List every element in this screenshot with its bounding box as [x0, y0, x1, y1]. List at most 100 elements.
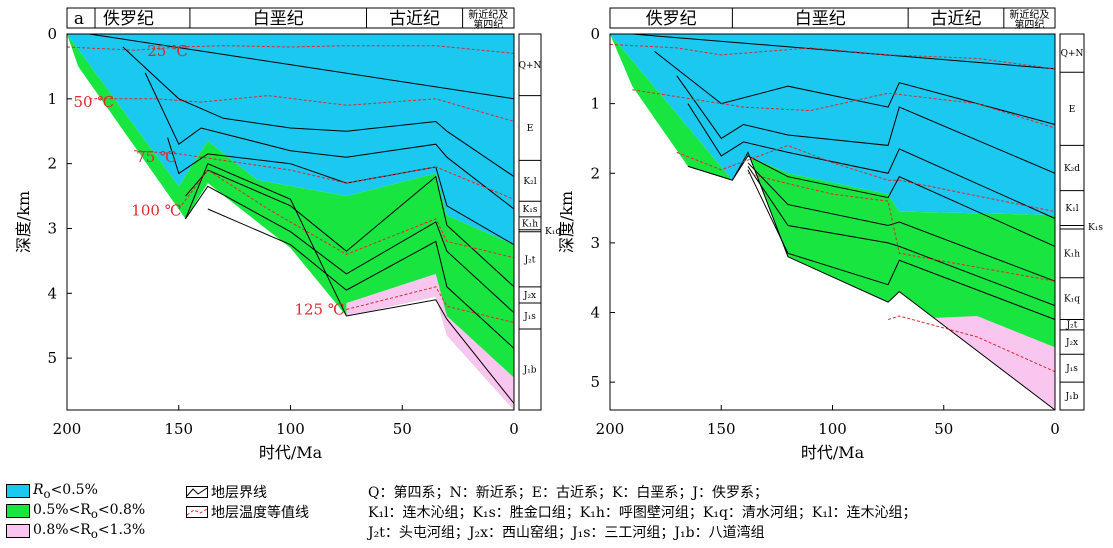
strata-column	[1059, 33, 1085, 411]
immature-zone-area	[610, 34, 1055, 215]
y-tick-label-3: 3	[590, 234, 600, 252]
era-label-2: 古近纪	[930, 9, 981, 29]
horizon-line-4	[687, 103, 1056, 219]
x-axis-label: 时代/Ma	[259, 443, 323, 462]
y-axis-label: 深度/km	[14, 191, 33, 253]
strata-label-6: K₁q	[1064, 295, 1080, 305]
y-tick-label-0: 0	[590, 25, 600, 43]
strata-label-5: K₁h	[1064, 249, 1080, 259]
strata-label-1: E	[527, 124, 534, 134]
strata-label-4: K₁h	[522, 219, 538, 229]
horizon-line-2	[122, 46, 515, 178]
legend-low-mature: 0.5%<Ro<0.8%	[6, 502, 145, 521]
isotherm-line-0	[609, 43, 1056, 70]
horizon-line-3	[676, 75, 1056, 174]
isotherm-line-1	[89, 95, 515, 122]
x-tick-label-3: 50	[393, 420, 412, 438]
horizon-line-9	[687, 151, 1056, 411]
horizon-line-1	[632, 33, 1056, 70]
horizon-line-5	[185, 169, 515, 288]
horizon-line-2	[654, 51, 1056, 125]
y-tick-label-1: 1	[590, 95, 600, 113]
isotherm-label-0: 25 ℃	[147, 42, 188, 60]
x-tick-label-0: 200	[596, 420, 625, 438]
abbreviation-line-2: K₁l：连木沁组；K₁s：胜金口组；K₁h：呼图壁河组；K₁q：清水河组；K₁l…	[368, 505, 917, 521]
era-label-3-b: 第四纪	[1014, 18, 1044, 31]
y-tick-label-5: 5	[47, 349, 57, 367]
strata-label-2: K₂l	[523, 177, 536, 187]
strata-label-9: J₁s	[1065, 364, 1078, 374]
isotherm-line-1	[632, 89, 1056, 129]
legend-swatch-mature	[6, 524, 30, 539]
y-tick-label-4: 4	[590, 304, 600, 322]
y-tick-label-5: 5	[590, 373, 600, 391]
strata-label-5: K₁q	[545, 227, 561, 237]
era-label-1: 白垩纪	[795, 9, 846, 29]
strata-label-3: K₁l	[1065, 204, 1078, 214]
horizon-line-6	[747, 162, 1056, 282]
legend-swatch-immature	[6, 484, 30, 499]
horizon-line-7	[207, 208, 515, 349]
panel-label: a	[74, 9, 84, 29]
horizon-line-icon	[186, 486, 208, 498]
y-tick-label-2: 2	[590, 164, 600, 182]
strata-label-8: J₂x	[1065, 338, 1078, 348]
isotherm-line-3	[747, 172, 1056, 282]
mature-zone-area	[888, 316, 1055, 410]
horizon-line-8	[747, 169, 1056, 320]
y-tick-label-3: 3	[47, 219, 57, 237]
legend-horizon-line: 地层界线	[186, 482, 267, 502]
x-tick-label-1: 150	[164, 420, 193, 438]
isotherm-label-1: 50 ℃	[73, 93, 114, 111]
strata-label-2: K₂d	[1064, 164, 1080, 174]
strata-label-0: Q+N	[519, 61, 542, 71]
low-mature-zone-area	[610, 34, 1055, 410]
strata-label-7: J₂t	[1066, 321, 1078, 331]
era-label-1: 白垩纪	[253, 9, 304, 29]
legend-mature: 0.8%<Ro<1.3%	[6, 522, 145, 541]
strata-label-10: J₁b	[1065, 392, 1079, 402]
x-tick-label-4: 0	[509, 420, 519, 438]
x-axis-label: 时代/Ma	[801, 443, 865, 462]
horizon-line-3	[144, 72, 515, 210]
strata-label-8: J₁s	[523, 312, 536, 322]
horizon-line-6	[185, 185, 515, 314]
strata-label-6: J₂t	[524, 255, 536, 265]
isotherm-line-4	[887, 315, 1056, 373]
strata-label-4: K₁s	[1088, 223, 1103, 233]
strata-label-9: J₁b	[523, 365, 537, 375]
horizon-line-4	[167, 137, 515, 246]
x-tick-label-2: 100	[818, 420, 847, 438]
strata-label-3: K₁s	[523, 205, 538, 215]
x-tick-label-2: 100	[276, 420, 305, 438]
horizon-line-1	[89, 33, 515, 100]
isotherm-line-2	[134, 150, 515, 200]
abbreviation-line-1: Q：第四系；N：新近系；E：古近系；K：白垩系；J：佚罗系；	[368, 485, 769, 501]
immature-zone-area	[67, 34, 514, 245]
era-label-2: 古近纪	[389, 9, 440, 29]
strata-label-1: E	[1069, 105, 1076, 115]
strata-label-0: Q+N	[1061, 49, 1084, 59]
legend-swatch-low-mature	[6, 504, 30, 519]
y-axis-label: 深度/km	[557, 191, 576, 253]
isotherm-line-4	[346, 286, 515, 323]
isotherm-label-4: 125 ℃	[294, 301, 344, 319]
x-tick-label-1: 150	[707, 420, 736, 438]
isotherm-label-2: 75 ℃	[136, 148, 177, 166]
horizon-line-8	[185, 163, 515, 404]
legend: Ro<0.5% 0.5%<Ro<0.8% 0.8%<Ro<1.3% 地层界线 地…	[0, 478, 1113, 548]
era-label-3-a: 新近纪及	[468, 8, 508, 21]
x-tick-label-3: 50	[934, 420, 953, 438]
era-label-3-b: 第四纪	[473, 18, 503, 31]
x-tick-label-4: 0	[1050, 420, 1060, 438]
x-tick-label-0: 200	[53, 420, 82, 438]
era-label-0: 佚罗纪	[103, 9, 154, 29]
y-tick-label-0: 0	[47, 25, 57, 43]
era-label-3-a: 新近纪及	[1009, 8, 1049, 21]
horizon-line-7	[747, 166, 1056, 307]
abbreviation-line-3: J₂t：头屯河组；J₂x：西山窑组；J₁s：三工河组；J₁b：八道湾组	[368, 525, 765, 541]
era-label-0: 佚罗纪	[646, 9, 697, 29]
